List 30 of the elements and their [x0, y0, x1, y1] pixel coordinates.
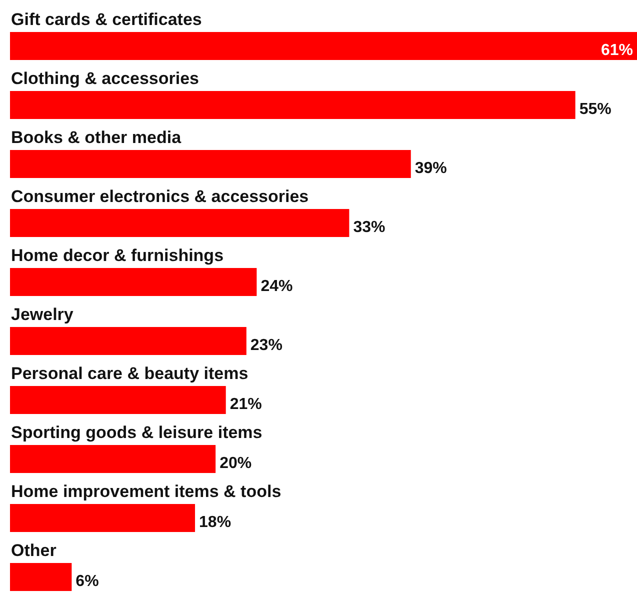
data-label: 18%	[199, 514, 232, 531]
bar	[10, 150, 411, 178]
y-tick-label: Jewelry	[11, 305, 74, 324]
y-tick-label: Home decor & furnishings	[11, 246, 224, 265]
y-tick-label: Clothing & accessories	[11, 69, 200, 88]
y-tick-label: Sporting goods & leisure items	[11, 423, 262, 442]
bar	[10, 386, 226, 414]
bar	[10, 32, 637, 60]
bar	[10, 268, 257, 296]
y-tick-label: Other	[11, 541, 57, 560]
data-label: 39%	[414, 160, 447, 177]
data-label: 21%	[230, 396, 262, 413]
y-tick-label: Consumer electronics & accessories	[11, 187, 309, 206]
data-label: 61%	[600, 42, 633, 59]
data-label: 6%	[76, 573, 99, 590]
bar	[10, 504, 196, 532]
y-tick-label: Gift cards & certificates	[11, 10, 202, 29]
y-tick-label: Home improvement items & tools	[11, 482, 282, 501]
data-label: 24%	[260, 278, 293, 295]
bar	[10, 209, 350, 237]
data-label: 20%	[220, 455, 252, 472]
bar	[10, 445, 216, 473]
bar	[10, 327, 246, 355]
data-label: 33%	[353, 219, 386, 236]
y-tick-label: Personal care & beauty items	[11, 364, 248, 383]
bar	[10, 563, 72, 591]
bar	[10, 91, 576, 119]
data-label: 23%	[250, 337, 282, 354]
data-label: 55%	[579, 101, 612, 118]
y-tick-label: Books & other media	[11, 128, 182, 147]
